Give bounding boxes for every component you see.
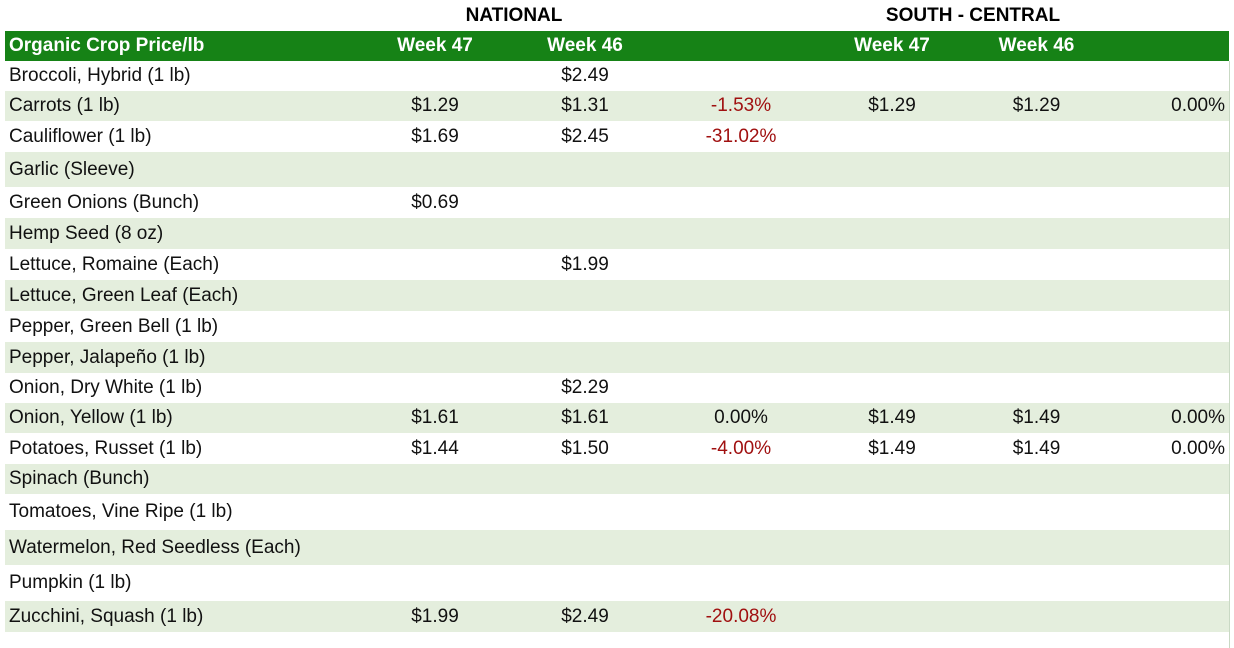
national-week-46-cell: $1.61	[561, 407, 609, 428]
table-row: Pepper, Green Bell (1 lb)	[5, 311, 1229, 342]
table-row: Onion, Dry White (1 lb) $2.29	[5, 373, 1229, 403]
south-central-week-46-cell: $1.29	[1012, 95, 1061, 116]
table-row: Hemp Seed (8 oz)	[5, 218, 1229, 249]
item-name-cell: Potatoes, Russet (1 lb)	[9, 437, 203, 459]
table-row: Carrots (1 lb) $1.29 $1.31 -1.53% $1.29 $1.29…	[5, 91, 1229, 121]
item-name-cell: Cauliflower (1 lb)	[9, 125, 152, 147]
table-row: Pumpkin (1 lb)	[5, 565, 1229, 601]
item-name-cell: Lettuce, Green Leaf (Each)	[9, 284, 239, 306]
national-week-46-cell: $2.45	[561, 125, 609, 147]
column-header-south-central-week-46: Week 46	[998, 35, 1075, 56]
price-sheet: NATIONAL SOUTH - CENTRAL Organic Crop Pr…	[5, 0, 1229, 632]
table-body: Broccoli, Hybrid (1 lb) $2.49 Carrots (1 l…	[5, 61, 1229, 632]
item-name-cell: Pepper, Green Bell (1 lb)	[9, 315, 219, 337]
south-central-week-47-cell: $1.29	[868, 95, 916, 116]
national-week-47-cell: $1.99	[411, 605, 459, 627]
item-name-cell: Spinach (Bunch)	[9, 468, 150, 489]
table-row: Zucchini, Squash (1 lb) $1.99 $2.49 -20.08%	[5, 601, 1229, 632]
item-name-cell: Zucchini, Squash (1 lb)	[9, 605, 204, 627]
item-name-cell: Tomatoes, Vine Ripe (1 lb)	[9, 501, 233, 522]
national-change-cell: -1.53%	[710, 95, 772, 116]
item-name-cell: Carrots (1 lb)	[9, 95, 120, 116]
national-week-46-cell: $2.29	[561, 377, 609, 398]
national-change-cell: -4.00%	[710, 437, 772, 459]
table-row: Broccoli, Hybrid (1 lb) $2.49	[5, 61, 1229, 91]
table-row: Garlic (Sleeve)	[5, 152, 1229, 187]
item-name-cell: Lettuce, Romaine (Each)	[9, 253, 220, 275]
table-row: Lettuce, Romaine (Each) $1.99	[5, 249, 1229, 280]
group-header-row: NATIONAL SOUTH - CENTRAL	[5, 0, 1229, 31]
south-central-week-46-cell: $1.49	[1012, 407, 1061, 428]
item-name-cell: Garlic (Sleeve)	[9, 158, 135, 180]
column-header-item: Organic Crop Price/lb	[9, 35, 205, 56]
national-change-cell: -31.02%	[705, 125, 777, 147]
national-week-47-cell: $1.69	[411, 125, 459, 147]
table-row: Spinach (Bunch)	[5, 464, 1229, 494]
south-central-week-46-cell: $1.49	[1012, 437, 1061, 459]
south-central-week-47-cell: $1.49	[868, 407, 916, 428]
table-row: Green Onions (Bunch) $0.69	[5, 187, 1229, 218]
national-week-46-cell: $1.99	[561, 253, 609, 275]
national-week-47-cell: $1.61	[411, 407, 459, 428]
item-name-cell: Onion, Yellow (1 lb)	[9, 407, 173, 428]
table-row: Cauliflower (1 lb) $1.69 $2.45 -31.02%	[5, 121, 1229, 152]
column-header-south-central-week-47: Week 47	[854, 35, 930, 56]
table-row: Potatoes, Russet (1 lb) $1.44 $1.50 -4.00% $…	[5, 433, 1229, 464]
column-header-row: Organic Crop Price/lb Week 47 Week 46 We…	[5, 31, 1229, 61]
table-row: Watermelon, Red Seedless (Each)	[5, 530, 1229, 565]
item-name-cell: Watermelon, Red Seedless (Each)	[9, 536, 301, 558]
item-name-cell: Hemp Seed (8 oz)	[9, 222, 164, 244]
national-week-46-cell: $2.49	[561, 605, 609, 627]
national-week-47-cell: $1.44	[411, 437, 459, 459]
national-week-46-cell: $1.50	[561, 437, 609, 459]
item-name-cell: Broccoli, Hybrid (1 lb)	[9, 65, 191, 86]
table-row: Tomatoes, Vine Ripe (1 lb)	[5, 494, 1229, 530]
group-label-national: NATIONAL	[465, 5, 563, 26]
table-row: Onion, Yellow (1 lb) $1.61 $1.61 0.00% $1.49…	[5, 403, 1229, 433]
south-central-change-cell: 0.00%	[1171, 437, 1225, 459]
table-row: Lettuce, Green Leaf (Each)	[5, 280, 1229, 311]
national-week-46-cell: $2.49	[561, 65, 609, 86]
national-week-47-cell: $1.29	[411, 95, 459, 116]
item-name-cell: Onion, Dry White (1 lb)	[9, 377, 203, 398]
item-name-cell: Pumpkin (1 lb)	[9, 572, 132, 593]
right-border-line	[1229, 61, 1230, 648]
group-label-south-central: SOUTH - CENTRAL	[885, 5, 1061, 26]
south-central-change-cell: 0.00%	[1171, 95, 1225, 116]
national-change-cell: -20.08%	[705, 605, 777, 627]
south-central-week-47-cell: $1.49	[868, 437, 916, 459]
table-row: Pepper, Jalapeño (1 lb)	[5, 342, 1229, 373]
item-name-cell: Pepper, Jalapeño (1 lb)	[9, 346, 206, 368]
national-week-47-cell: $0.69	[411, 191, 459, 213]
column-header-national-week-47: Week 47	[397, 35, 473, 56]
column-header-national-week-46: Week 46	[547, 35, 623, 56]
national-week-46-cell: $1.31	[561, 95, 609, 116]
south-central-change-cell: 0.00%	[1171, 407, 1225, 428]
national-change-cell: 0.00%	[714, 407, 768, 428]
item-name-cell: Green Onions (Bunch)	[9, 191, 200, 213]
